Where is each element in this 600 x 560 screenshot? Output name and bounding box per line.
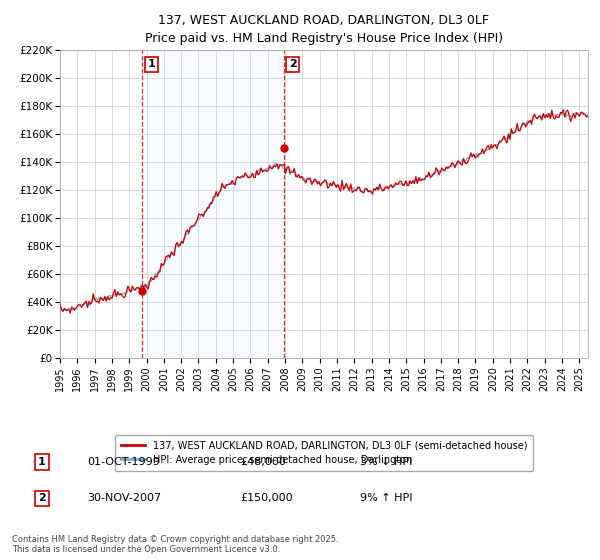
Text: 9% ↑ HPI: 9% ↑ HPI [360, 493, 413, 503]
Title: 137, WEST AUCKLAND ROAD, DARLINGTON, DL3 0LF
Price paid vs. HM Land Registry's H: 137, WEST AUCKLAND ROAD, DARLINGTON, DL3… [145, 14, 503, 45]
Text: 2: 2 [38, 493, 46, 503]
Text: 1: 1 [148, 59, 155, 69]
Text: £48,000: £48,000 [240, 457, 286, 467]
Text: £150,000: £150,000 [240, 493, 293, 503]
Text: 1: 1 [38, 457, 46, 467]
Text: 30-NOV-2007: 30-NOV-2007 [87, 493, 161, 503]
Text: 01-OCT-1999: 01-OCT-1999 [87, 457, 160, 467]
Text: 3% ↓ HPI: 3% ↓ HPI [360, 457, 412, 467]
Bar [142, 50, 284, 358]
Legend: 137, WEST AUCKLAND ROAD, DARLINGTON, DL3 0LF (semi-detached house), HPI: Average: 137, WEST AUCKLAND ROAD, DARLINGTON, DL3… [115, 435, 533, 470]
Text: 2: 2 [289, 59, 296, 69]
Text: Contains HM Land Registry data © Crown copyright and database right 2025.
This d: Contains HM Land Registry data © Crown c… [12, 535, 338, 554]
